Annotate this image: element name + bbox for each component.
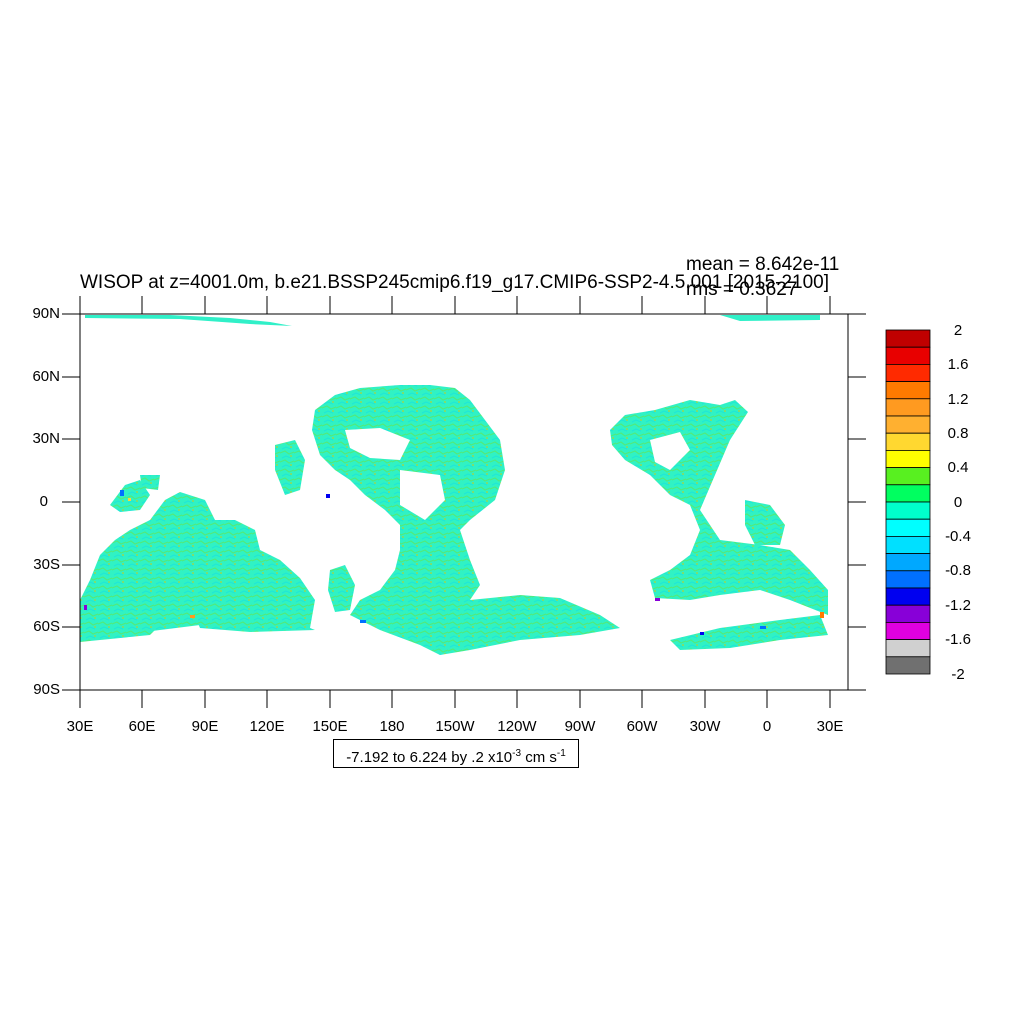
colorbar-label: 2: [953, 322, 963, 339]
colorbar-label: -1.6: [945, 631, 971, 648]
ocean-indian: [80, 492, 315, 640]
ocean-atlantic: [610, 400, 828, 615]
lat-label: 90N: [32, 305, 60, 322]
ocean-southern-c: [350, 595, 620, 655]
lon-label: 120E: [249, 718, 285, 735]
lon-label: 120W: [497, 718, 537, 735]
ocean-arctic-west: [85, 315, 292, 326]
lat-label: 30S: [33, 556, 60, 573]
colorbar-swatch: [885, 381, 931, 400]
colorbar-label: -0.4: [945, 528, 971, 545]
contour-exponent: -3: [512, 748, 522, 759]
contour-range: -7.192 to 6.224 by .2 x10: [346, 749, 513, 766]
lon-label: 30E: [66, 718, 94, 735]
colorbar-label: 0.4: [947, 459, 969, 476]
ocean-southern-d: [670, 615, 828, 650]
colorbar-label: -0.8: [945, 562, 971, 579]
colorbar: [885, 329, 931, 675]
contour-unit-exponent: -1: [556, 748, 566, 759]
colorbar-label: 1.6: [947, 356, 969, 373]
lon-label: 30E: [816, 718, 844, 735]
land-hole-1: [345, 428, 410, 460]
ocean-arctic-east: [720, 315, 820, 321]
lon-label: 90E: [191, 718, 219, 735]
anomaly-speckles: [84, 490, 824, 635]
colorbar-swatch: [885, 484, 931, 503]
colorbar-swatch: [885, 398, 931, 417]
colorbar-swatch: [885, 553, 931, 572]
contour-info-box: -7.192 to 6.224 by .2 x10-3 cm s-1: [333, 739, 579, 768]
colorbar-swatch: [885, 604, 931, 623]
colorbar-label: 0: [953, 494, 963, 511]
colorbar-swatch: [885, 587, 931, 606]
lat-label: 60N: [32, 368, 60, 385]
lat-label: 90S: [33, 681, 60, 698]
lat-label: 30N: [32, 430, 60, 447]
land-hole-3: [650, 432, 690, 470]
colorbar-swatch: [885, 536, 931, 555]
ocean-gulf: [140, 475, 160, 490]
colorbar-swatch: [885, 329, 931, 348]
lon-label: 150E: [312, 718, 348, 735]
rms-value: rms = 0.3627: [686, 279, 798, 300]
colorbar-swatch: [885, 449, 931, 468]
colorbar-swatch: [885, 415, 931, 434]
colorbar-label: 1.2: [947, 391, 969, 408]
lon-label: 0: [762, 718, 772, 735]
colorbar-swatch: [885, 518, 931, 537]
lon-label: 60W: [626, 718, 658, 735]
ocean-arabian-sea: [110, 480, 150, 512]
ocean-field: [80, 315, 828, 655]
colorbar-label: -2: [951, 666, 965, 683]
lon-label: 90W: [564, 718, 596, 735]
ocean-southern-b: [190, 605, 315, 632]
mean-value: mean = 8.642e-11: [686, 254, 840, 275]
colorbar-swatch: [885, 346, 931, 365]
ocean-gulf-of-guinea: [745, 500, 785, 545]
land-hole-2: [400, 470, 445, 520]
colorbar-swatch: [885, 622, 931, 641]
colorbar-swatch: [885, 467, 931, 486]
colorbar-swatch: [885, 656, 931, 675]
ocean-southern-a: [80, 605, 160, 642]
lat-label: 0: [39, 493, 48, 510]
lon-label: 30W: [689, 718, 721, 735]
lat-label: 60S: [33, 618, 60, 635]
lon-label: 180: [379, 718, 405, 735]
ocean-south-china-sea: [275, 440, 305, 495]
colorbar-swatch: [885, 363, 931, 382]
ocean-tasman: [328, 565, 355, 612]
lon-label: 150W: [435, 718, 475, 735]
lon-label: 60E: [128, 718, 156, 735]
colorbar-swatch: [885, 432, 931, 451]
colorbar-label: -1.2: [945, 597, 971, 614]
contour-unit: cm s: [521, 749, 557, 766]
axis-ticks: [62, 296, 866, 708]
colorbar-swatch: [885, 639, 931, 658]
colorbar-swatch: [885, 501, 931, 520]
colorbar-label: 0.8: [947, 425, 969, 442]
colorbar-swatch: [885, 570, 931, 589]
map-title: WISOP at z=4001.0m, b.e21.BSSP245cmip6.f…: [80, 272, 830, 293]
